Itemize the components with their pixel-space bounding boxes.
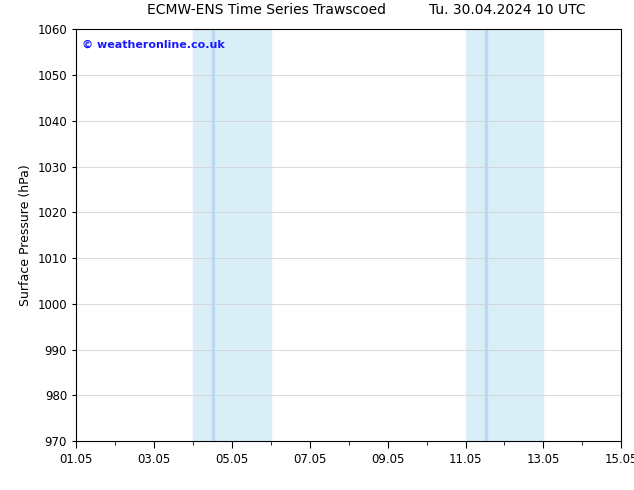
Text: ECMW-ENS Time Series Trawscoed: ECMW-ENS Time Series Trawscoed [147,3,385,17]
Bar [485,29,487,441]
Y-axis label: Surface Pressure (hPa): Surface Pressure (hPa) [19,164,32,306]
Bar [465,29,543,441]
Text: © weatheronline.co.uk: © weatheronline.co.uk [82,40,224,49]
Bar [212,29,214,441]
Text: Tu. 30.04.2024 10 UTC: Tu. 30.04.2024 10 UTC [429,3,586,17]
Bar [193,29,271,441]
